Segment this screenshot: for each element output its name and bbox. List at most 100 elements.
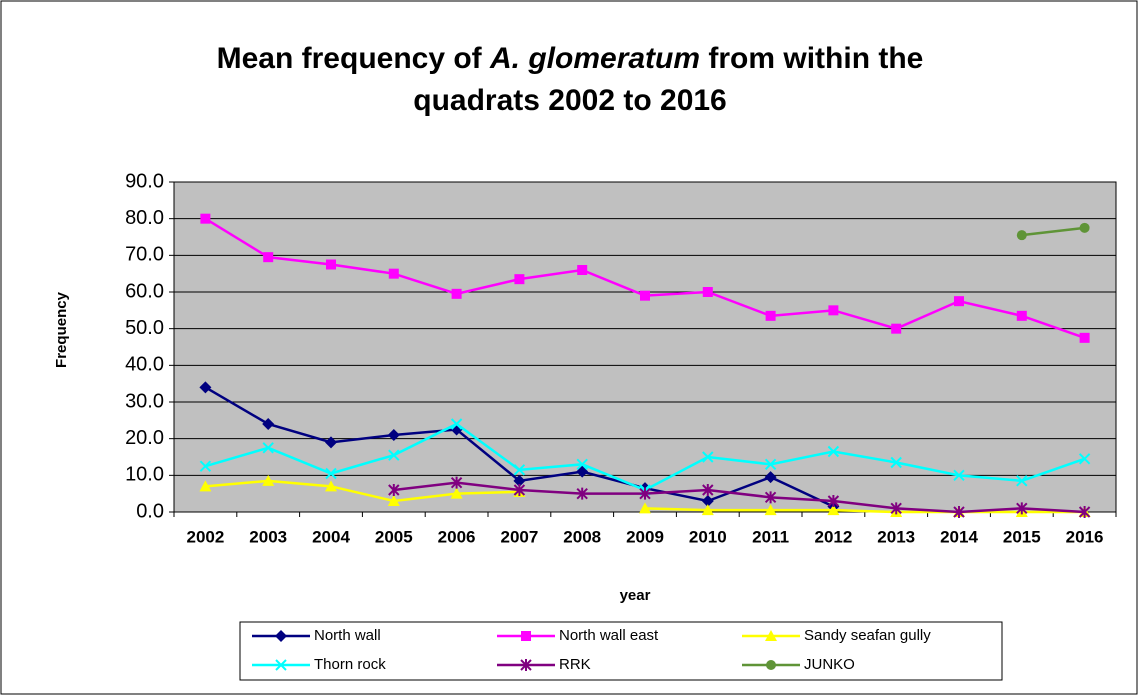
x-tick-label: 2005 [375, 527, 413, 546]
marker [513, 484, 526, 496]
marker [890, 502, 902, 515]
series-line [1021, 226, 1085, 237]
marker [1016, 475, 1028, 487]
marker [388, 449, 400, 461]
marker [513, 464, 526, 476]
marker [1016, 502, 1028, 515]
marker [451, 288, 462, 299]
marker [199, 480, 212, 492]
marker [1078, 506, 1091, 518]
marker [200, 213, 211, 224]
y-tick-label: 70.0 [125, 244, 164, 266]
marker [701, 495, 714, 507]
legend-label: North wall east [559, 627, 659, 644]
y-tick-label: 60.0 [125, 280, 164, 302]
x-tick-label: 2006 [438, 527, 476, 546]
marker [387, 495, 400, 506]
marker [262, 418, 275, 430]
marker [275, 659, 287, 671]
marker [764, 504, 777, 516]
marker [450, 418, 463, 430]
x-tick-label: 2010 [689, 527, 727, 546]
marker [1016, 230, 1027, 241]
marker [275, 630, 287, 642]
chart-title: quadrats 2002 to 2016 [413, 84, 727, 117]
y-axis-title: Frequency [53, 291, 70, 368]
marker [827, 495, 840, 507]
x-tick-label: 2009 [626, 527, 664, 546]
title-part: quadrats 2002 to 2016 [413, 84, 727, 117]
y-tick-label: 30.0 [125, 390, 164, 412]
marker [953, 506, 965, 518]
y-tick-label: 40.0 [125, 354, 164, 376]
marker [702, 287, 713, 297]
x-tick-label: 2015 [1003, 527, 1041, 546]
marker [954, 296, 964, 307]
marker [450, 476, 463, 489]
legend-box [239, 621, 1003, 681]
y-tick-label: 10.0 [125, 464, 164, 486]
marker [576, 487, 588, 500]
marker [199, 460, 212, 472]
marker [890, 456, 902, 469]
marker [639, 502, 651, 514]
marker [325, 480, 337, 492]
x-axis-title: year [620, 587, 651, 604]
marker [639, 487, 651, 500]
legend-label: North wall [314, 627, 381, 644]
marker [387, 429, 400, 441]
marker [891, 323, 902, 334]
marker [199, 381, 212, 394]
marker [325, 436, 337, 449]
x-tick-label: 2008 [563, 527, 601, 546]
y-tick-label: 80.0 [125, 207, 164, 229]
marker [576, 458, 588, 471]
marker [450, 487, 463, 499]
series-line [393, 481, 1085, 514]
marker [520, 659, 532, 671]
x-tick-label: 2012 [814, 527, 852, 546]
marker [326, 259, 336, 270]
marker [701, 504, 714, 516]
plot-area [174, 182, 1116, 512]
marker [262, 474, 275, 486]
marker [640, 290, 650, 301]
title-part: from within the [700, 42, 923, 75]
marker [827, 445, 840, 458]
legend-label: Thorn rock [314, 656, 386, 673]
marker [514, 274, 525, 285]
marker [1079, 332, 1090, 343]
marker [262, 442, 274, 454]
x-tick-label: 2003 [249, 527, 287, 546]
x-tick-label: 2002 [186, 527, 224, 546]
y-tick-label: 50.0 [125, 317, 164, 339]
marker [765, 630, 777, 641]
marker [827, 504, 840, 516]
marker [513, 474, 526, 487]
marker [828, 305, 839, 316]
chart-title: Mean frequency of A. glomeratum from wit… [217, 42, 924, 75]
marker [764, 458, 777, 471]
x-tick-label: 2011 [752, 527, 789, 546]
x-tick-label: 2016 [1066, 527, 1104, 546]
marker [1078, 453, 1091, 465]
legend: North wall North wall east Sandy seafan gu… [239, 621, 1003, 681]
marker [577, 265, 588, 275]
marker [388, 484, 400, 496]
marker [766, 660, 776, 670]
legend-label: Sandy seafan gully [804, 627, 931, 644]
marker [953, 469, 965, 482]
y-tick-label: 90.0 [125, 170, 164, 192]
x-tick-label: 2013 [877, 527, 915, 546]
title-part: Mean frequency of [217, 42, 490, 75]
x-tick-label: 2014 [940, 527, 978, 546]
marker [764, 471, 777, 484]
marker [1016, 310, 1027, 321]
marker [764, 491, 777, 504]
y-tick-label: 0.0 [136, 500, 164, 522]
marker [263, 252, 274, 263]
marker [765, 310, 776, 321]
marker [702, 451, 714, 463]
title-part: A. glomeratum [489, 42, 700, 75]
